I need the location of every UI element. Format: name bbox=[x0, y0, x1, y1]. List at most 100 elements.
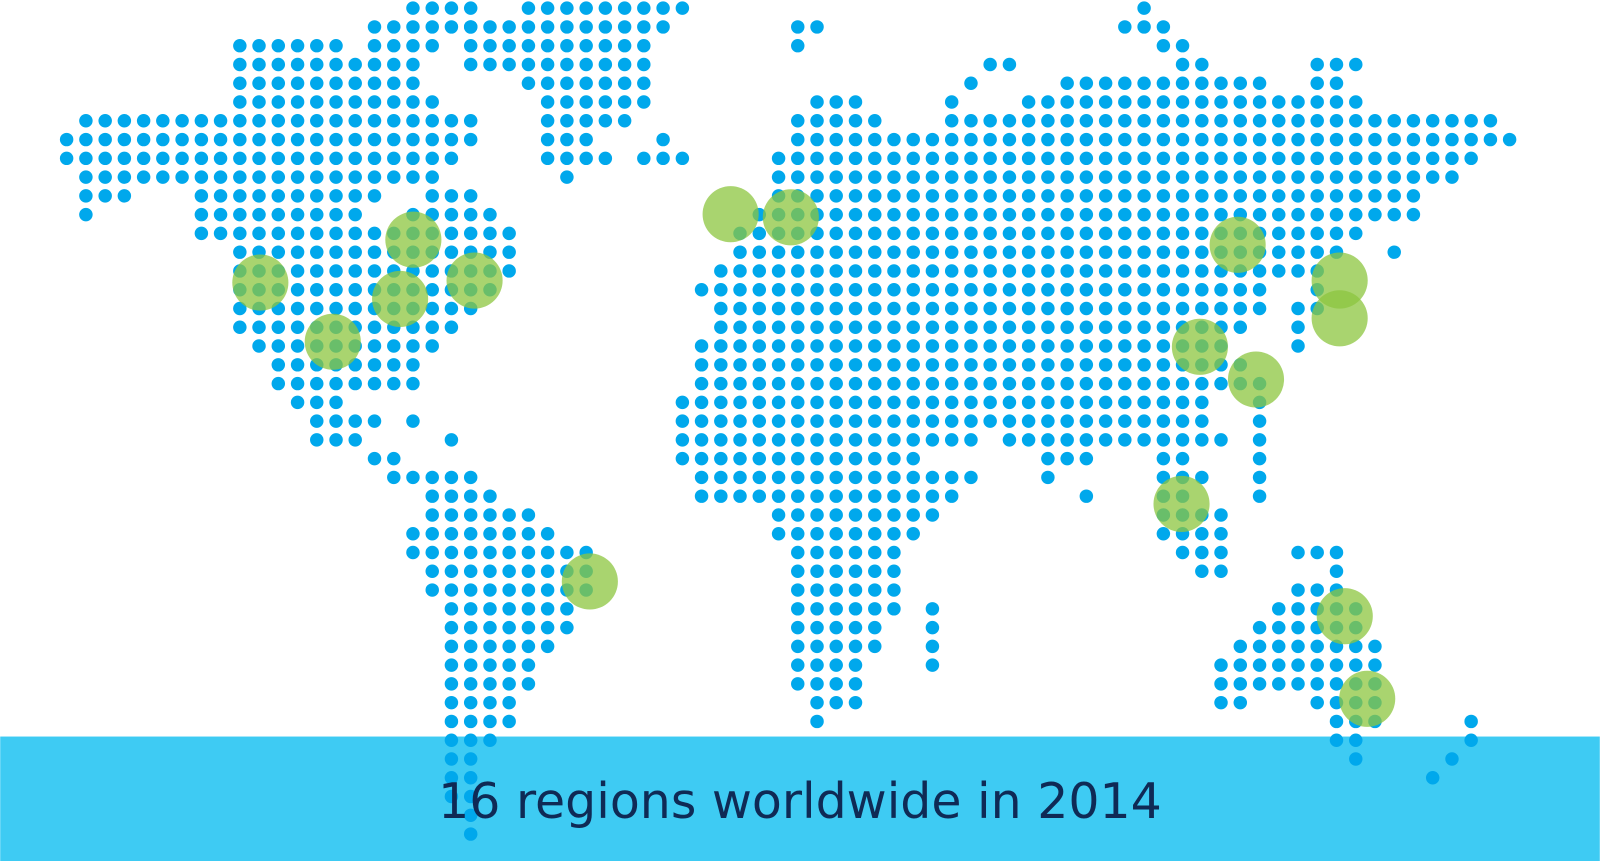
land-dot bbox=[598, 20, 613, 34]
land-dot bbox=[444, 151, 459, 166]
land-dot bbox=[1195, 226, 1209, 241]
land-dot bbox=[617, 20, 632, 34]
land-dot bbox=[156, 170, 170, 184]
land-dot bbox=[714, 264, 728, 278]
land-dot bbox=[1368, 658, 1382, 672]
land-dot bbox=[771, 245, 786, 259]
land-dot bbox=[887, 282, 901, 297]
land-dot bbox=[1329, 76, 1344, 90]
land-dot bbox=[367, 170, 382, 184]
land-dot bbox=[425, 470, 439, 485]
land-dot bbox=[944, 189, 959, 203]
land-dot bbox=[1406, 114, 1421, 128]
land-dot bbox=[540, 583, 555, 597]
land-dot bbox=[694, 376, 709, 391]
land-dot bbox=[1425, 132, 1440, 147]
land-dot bbox=[1310, 76, 1324, 90]
land-dot bbox=[1425, 771, 1440, 785]
land-dot bbox=[925, 489, 940, 503]
land-dot bbox=[791, 358, 805, 372]
land-dot bbox=[791, 301, 805, 316]
land-dot bbox=[887, 132, 901, 147]
land-dot bbox=[1349, 95, 1363, 109]
land-dot bbox=[1137, 1, 1151, 15]
land-dot bbox=[252, 339, 266, 353]
land-dot bbox=[714, 376, 728, 391]
land-dot bbox=[444, 658, 459, 672]
land-dot bbox=[868, 189, 882, 203]
land-dot bbox=[560, 132, 574, 147]
land-dot bbox=[310, 414, 324, 428]
land-dot bbox=[1079, 95, 1094, 109]
land-dot bbox=[1041, 151, 1055, 166]
land-dot bbox=[367, 95, 382, 109]
land-dot bbox=[348, 245, 362, 259]
land-dot bbox=[521, 620, 536, 635]
land-dot bbox=[540, 114, 555, 128]
land-dot bbox=[1214, 376, 1228, 391]
land-dot bbox=[733, 376, 747, 391]
land-dot bbox=[887, 602, 901, 616]
land-dot bbox=[1041, 358, 1055, 372]
land-dot bbox=[1175, 38, 1190, 53]
land-dot bbox=[271, 376, 286, 391]
land-dot bbox=[1156, 433, 1171, 447]
land-dot bbox=[521, 76, 536, 90]
land-dot bbox=[944, 282, 959, 297]
land-dot bbox=[810, 414, 824, 428]
land-dot bbox=[868, 639, 882, 654]
land-dot bbox=[1291, 264, 1305, 278]
land-dot bbox=[560, 57, 574, 72]
land-dot bbox=[1195, 564, 1209, 579]
land-dot bbox=[1252, 433, 1267, 447]
land-dot bbox=[310, 245, 324, 259]
land-dot bbox=[1483, 132, 1498, 147]
land-dot bbox=[1118, 264, 1132, 278]
land-dot bbox=[791, 376, 805, 391]
land-dot bbox=[925, 207, 940, 222]
land-dot bbox=[1387, 114, 1401, 128]
land-dot bbox=[887, 470, 901, 485]
land-dot bbox=[290, 376, 305, 391]
land-dot bbox=[271, 207, 286, 222]
land-dot bbox=[733, 339, 747, 353]
land-dot bbox=[810, 508, 824, 522]
land-dot bbox=[1272, 226, 1286, 241]
land-dot bbox=[1060, 226, 1074, 241]
land-dot bbox=[1310, 132, 1324, 147]
land-dot bbox=[906, 489, 920, 503]
land-dot bbox=[348, 114, 362, 128]
land-dot bbox=[252, 207, 266, 222]
land-dot bbox=[310, 132, 324, 147]
land-dot bbox=[252, 57, 266, 72]
land-dot bbox=[271, 95, 286, 109]
land-dot bbox=[117, 132, 132, 147]
land-dot bbox=[290, 264, 305, 278]
land-dot bbox=[1291, 132, 1305, 147]
land-dot bbox=[387, 358, 401, 372]
land-dot bbox=[483, 677, 497, 691]
land-dot bbox=[694, 470, 709, 485]
land-dot bbox=[310, 395, 324, 410]
land-dot bbox=[444, 20, 459, 34]
land-dot bbox=[791, 639, 805, 654]
land-dot bbox=[367, 376, 382, 391]
land-dot bbox=[675, 395, 690, 410]
land-dot bbox=[463, 132, 478, 147]
land-dot bbox=[810, 282, 824, 297]
land-dot bbox=[1098, 282, 1113, 297]
land-dot bbox=[444, 545, 459, 560]
land-dot bbox=[791, 470, 805, 485]
land-dot bbox=[252, 189, 266, 203]
land-dot bbox=[290, 301, 305, 316]
land-dot bbox=[271, 132, 286, 147]
land-dot bbox=[944, 207, 959, 222]
land-dot bbox=[1195, 151, 1209, 166]
land-dot bbox=[791, 38, 805, 53]
land-dot bbox=[1079, 320, 1094, 334]
land-dot bbox=[925, 320, 940, 334]
land-dot bbox=[1079, 76, 1094, 90]
land-dot bbox=[521, 20, 536, 34]
land-dot bbox=[483, 695, 497, 710]
land-dot bbox=[694, 358, 709, 372]
